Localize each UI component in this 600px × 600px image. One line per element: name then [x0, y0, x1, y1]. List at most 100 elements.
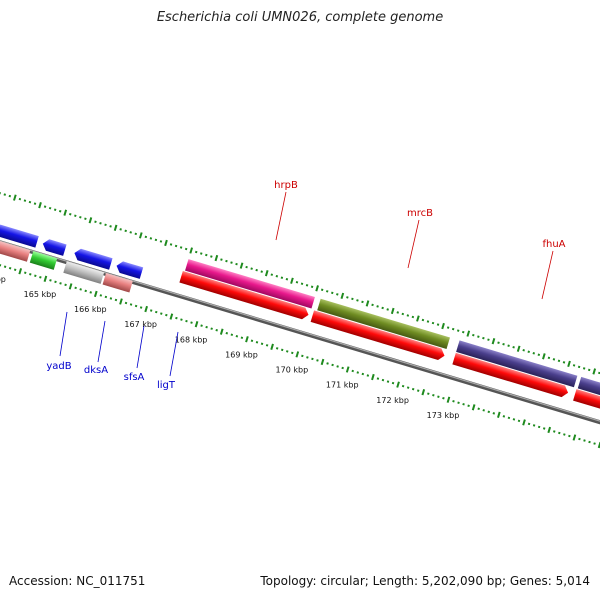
scale-tick — [396, 311, 399, 314]
gene-feature[interactable] — [73, 247, 113, 270]
scale-tick — [28, 200, 32, 204]
scale-tick — [119, 298, 123, 305]
scale-tick — [250, 339, 254, 343]
scale-tick — [336, 365, 339, 368]
gene-label-hrpB[interactable]: hrpB — [274, 180, 298, 191]
scale-tick — [88, 217, 93, 224]
map-title: Escherichia coli UMN026, complete genome — [156, 10, 444, 25]
scale-tick — [547, 426, 552, 434]
gene-feature-hrpB[interactable] — [185, 259, 315, 309]
scale-tick — [547, 356, 551, 360]
gene-feature[interactable] — [452, 352, 569, 399]
gene-feature[interactable] — [577, 376, 600, 398]
scale-tick — [487, 410, 491, 414]
scale-tick — [69, 212, 72, 216]
scale-tick — [587, 368, 591, 372]
gene-feature[interactable] — [310, 310, 447, 361]
scale-tick — [245, 336, 249, 343]
scale-tick — [320, 358, 325, 366]
scale-tick — [225, 259, 228, 263]
gene-label-yadB[interactable]: yadB — [46, 361, 71, 372]
scale-tick — [104, 223, 107, 227]
gene-feature[interactable] — [115, 260, 144, 279]
scale-tick — [189, 247, 194, 254]
scale-tick — [230, 333, 234, 336]
gene-label-fhuA[interactable]: fhuA — [542, 239, 565, 250]
scale-tick — [491, 338, 496, 345]
scale-tick — [99, 294, 103, 297]
scale-tick — [492, 412, 496, 415]
scale-tick — [114, 298, 118, 302]
scale-tick — [93, 290, 98, 298]
scale-tick — [290, 277, 294, 284]
gene-feature[interactable] — [63, 261, 105, 284]
callout-line-dksA — [97, 320, 106, 363]
gene-feature-fhuA[interactable] — [456, 340, 578, 388]
scale-tick — [240, 336, 244, 340]
scale-tick — [184, 247, 188, 251]
scale-label: 164 kbp — [0, 275, 6, 284]
gene-feature[interactable] — [41, 238, 67, 256]
scale-tick — [577, 365, 581, 369]
scale-tick — [502, 342, 505, 346]
gene-feature[interactable] — [102, 272, 133, 293]
scale-tick — [43, 205, 47, 208]
scale-tick — [43, 275, 48, 282]
scale-tick — [482, 409, 485, 412]
scale-tick — [270, 273, 274, 276]
gene-feature-mrcB[interactable] — [317, 298, 450, 350]
scale-tick — [210, 255, 213, 258]
gene-label-dksA[interactable]: dksA — [84, 365, 108, 376]
scale-tick — [311, 357, 314, 361]
scale-tick — [557, 359, 561, 363]
scale-tick — [235, 334, 239, 338]
gene-label-sfsA[interactable]: sfsA — [124, 372, 145, 383]
scale-tick — [361, 300, 364, 304]
scale-tick — [582, 367, 586, 370]
scale-tick — [305, 284, 309, 287]
gene-label-mrcB[interactable]: mrcB — [407, 208, 433, 219]
scale-tick — [351, 369, 354, 373]
scale-tick — [396, 381, 400, 388]
scale-tick — [245, 265, 248, 269]
gene-feature[interactable] — [0, 223, 39, 248]
accession-text: Accession: NC_011751 — [9, 574, 146, 588]
scale-tick — [381, 306, 384, 310]
scale-tick — [0, 191, 1, 195]
scale-tick — [376, 377, 380, 380]
scale-tick — [497, 341, 500, 344]
gene-feature[interactable] — [0, 235, 31, 262]
callout-line-hrpB — [275, 191, 287, 241]
scale-tick — [572, 364, 576, 367]
scale-tick — [295, 351, 300, 358]
scale-tick — [462, 403, 465, 406]
scale-tick — [33, 202, 37, 205]
scale-tick — [13, 268, 17, 271]
scale-tick — [260, 342, 264, 346]
scale-tick — [527, 350, 530, 354]
scale-tick — [301, 354, 304, 358]
inner-tick-row — [0, 263, 600, 449]
outer-tick-row — [0, 191, 600, 375]
scale-tick — [457, 401, 460, 404]
gene-feature[interactable] — [29, 251, 58, 270]
scale-tick — [421, 389, 426, 396]
scale-tick — [381, 378, 385, 382]
scale-tick — [563, 433, 566, 436]
scale-tick — [371, 373, 375, 381]
scale-tick — [68, 283, 73, 290]
scale-tick — [401, 312, 405, 316]
scale-tick — [452, 399, 455, 403]
gene-feature[interactable] — [573, 389, 600, 410]
scale-tick — [593, 442, 596, 445]
gene-feature[interactable] — [179, 270, 310, 321]
scale-tick — [214, 254, 219, 262]
scale-tick — [190, 321, 193, 324]
scale-tick — [89, 291, 92, 294]
scale-tick — [164, 239, 168, 247]
scale-tick — [411, 315, 415, 319]
gene-label-ligT[interactable]: ligT — [157, 380, 176, 391]
scale-label: 166 kbp — [74, 305, 107, 314]
scale-tick — [472, 333, 475, 337]
scale-tick — [315, 285, 319, 292]
